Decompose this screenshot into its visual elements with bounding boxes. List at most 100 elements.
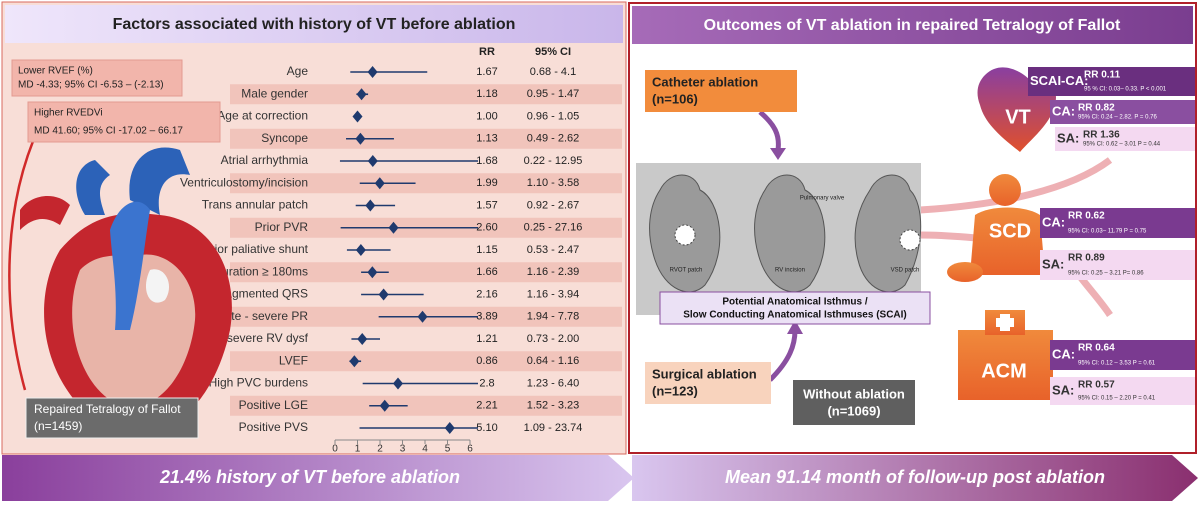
decoration: VT SCAI-CA:RR 0.11 95 % CI: 0.03– 0.33. P … xyxy=(981,67,1195,405)
rr-value: 1.67 xyxy=(476,66,497,78)
left-banner-text: 21.4% history of VT before ablation xyxy=(159,467,460,487)
surgical-box xyxy=(645,362,771,404)
anatomy-sketches xyxy=(649,174,922,293)
factor-label: Prior PVR xyxy=(255,220,309,234)
factor-label: Positive LGE xyxy=(239,398,308,412)
outcome-box xyxy=(1055,127,1195,151)
decoration xyxy=(919,157,1113,214)
decoration xyxy=(20,195,70,230)
heart-illustration xyxy=(8,116,232,435)
decoration xyxy=(674,224,696,246)
note-label: Lower RVEF (%) xyxy=(18,66,93,77)
factor-label: Syncope xyxy=(261,131,308,145)
outcome-label: CA: xyxy=(1052,346,1075,361)
decoration xyxy=(754,174,826,293)
ci-value: 0.22 - 12.95 xyxy=(524,155,583,167)
outcome-box xyxy=(1050,340,1195,370)
row-band xyxy=(230,84,622,105)
outcome-box xyxy=(1028,67,1195,96)
rr-value: 1.18 xyxy=(476,88,497,100)
outcome-ci: 95% CI: 0.24 – 2.82. P = 0.76 xyxy=(1078,115,1157,121)
left-banner xyxy=(2,455,634,501)
catheter-label: (n=106) xyxy=(652,91,698,106)
outcome-label: CA: xyxy=(1042,214,1065,229)
note-box xyxy=(27,101,221,143)
ci-value: 0.73 - 2.00 xyxy=(527,333,580,345)
ci-value: 0.92 - 2.67 xyxy=(527,199,580,211)
rr-diamond xyxy=(355,244,366,256)
factor-label: Trans annular patch xyxy=(202,198,308,212)
ci-value: 1.10 - 3.58 xyxy=(527,177,580,189)
decoration xyxy=(970,207,1045,275)
rr-value: 2.16 xyxy=(476,288,497,300)
outcome-label: SCAI-CA: xyxy=(1030,73,1089,88)
rr-value: 1.66 xyxy=(476,266,497,278)
right-title: Outcomes of VT ablation in repaired Tetr… xyxy=(704,17,1121,34)
ci-value: 0.49 - 2.62 xyxy=(527,133,580,145)
factor-label: Age xyxy=(287,64,309,78)
outcome-rr: RR 0.64 xyxy=(1078,343,1115,354)
decoration xyxy=(758,110,781,151)
note-label: Higher RVEDVi xyxy=(34,108,103,119)
outcome-rr: RR 0.11 xyxy=(1084,70,1121,81)
decoration xyxy=(958,330,1053,400)
decoration xyxy=(110,201,150,330)
scd-icon xyxy=(947,174,1045,282)
outcome-ci: 95% CI: 0.62 – 3.01 P = 0.44 xyxy=(1083,142,1161,148)
rr-diamond xyxy=(393,377,403,390)
without-box xyxy=(793,380,915,425)
ci-value: 0.95 - 1.47 xyxy=(527,88,580,100)
image-label: Pulmonary valve xyxy=(800,196,845,202)
rr-diamond xyxy=(349,355,360,368)
isthmus-box xyxy=(659,291,931,325)
ci-value: 1.94 - 7.78 xyxy=(527,311,580,323)
forest-plot: RR 95% CI Age 1.67 0.68 - 4.1 Male gender 1.18… xyxy=(165,46,622,455)
factor-label: High PVC burdens xyxy=(209,376,308,390)
rr-value: 2.21 xyxy=(476,400,497,412)
catheter-box xyxy=(645,70,797,112)
acm-icon xyxy=(958,310,1053,400)
outcome-box xyxy=(1050,100,1195,124)
rr-diamond xyxy=(378,288,389,301)
outcome-name: SCD xyxy=(989,220,1031,242)
ci-value: 0.53 - 2.47 xyxy=(527,244,580,256)
outcome-ci: 95% CI: 0.12 – 3.53 P = 0.61 xyxy=(1078,361,1156,367)
note-text: MD -4.33; 95% CI -6.53 – (-2.13) xyxy=(18,80,164,91)
decoration xyxy=(129,147,190,215)
x-tick-label: 3 xyxy=(400,444,406,455)
factor-label: Atrial arrhythmia xyxy=(221,153,309,167)
factor-label: Positive PVS xyxy=(239,420,308,434)
factor-label: Male gender xyxy=(241,86,308,100)
population-label: Repaired Tetralogy of Fallot xyxy=(34,402,181,416)
rr-diamond xyxy=(367,66,378,78)
outcome-label: SA: xyxy=(1042,256,1064,271)
isthmus-text: Potential Anatomical Isthmus / xyxy=(722,297,867,308)
column-header: 95% CI xyxy=(535,46,571,58)
ci-value: 1.16 - 3.94 xyxy=(527,288,580,300)
ci-value: 0.64 - 1.16 xyxy=(527,355,580,367)
row-band xyxy=(230,128,622,149)
decoration xyxy=(996,318,1014,327)
without-label: Without ablation xyxy=(803,386,905,401)
rr-value: 1.13 xyxy=(476,133,497,145)
rr-value: 1.57 xyxy=(476,199,497,211)
isthmus-text: Slow Conducting Anatomical Isthmuses (SC… xyxy=(683,310,907,321)
population-box xyxy=(25,397,199,439)
decoration xyxy=(899,229,921,251)
rr-value: 1.99 xyxy=(476,177,497,189)
x-tick-label: 6 xyxy=(467,444,473,455)
decoration xyxy=(854,174,922,293)
arrow-head xyxy=(787,320,803,334)
surgical-label: Surgical ablation xyxy=(652,366,757,381)
outcome-label: CA: xyxy=(1052,103,1075,118)
rr-diamond xyxy=(379,399,390,412)
outcome-label: SA: xyxy=(1052,382,1074,397)
factor-label: Prior paliative shunt xyxy=(203,242,309,256)
outcome-rr: RR 0.57 xyxy=(1078,380,1115,391)
outcome-ci: 95% CI: 0.25 – 3.21 P= 0.86 xyxy=(1068,271,1144,277)
rr-diamond xyxy=(352,110,363,123)
decoration xyxy=(145,269,170,303)
outcome-name: VT xyxy=(1005,106,1031,128)
rr-value: 1.68 xyxy=(476,155,497,167)
